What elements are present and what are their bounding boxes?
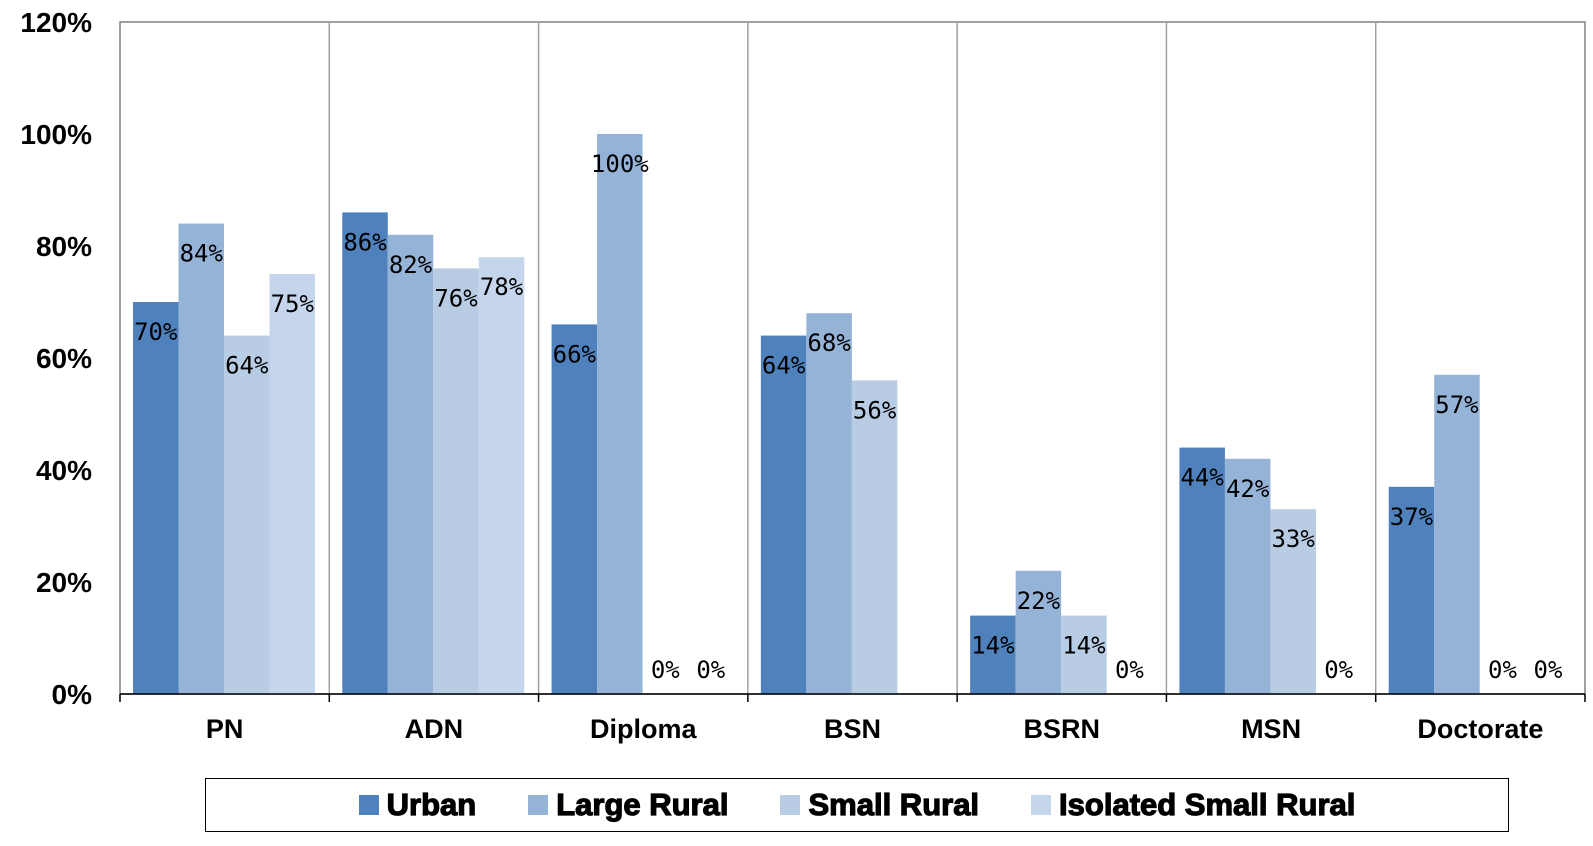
data-label: 0% (696, 656, 725, 684)
bar-adn-large-rural (387, 234, 434, 695)
bar-pn-isolated-small-rural (269, 274, 315, 694)
bar-adn-small-rural (433, 268, 479, 694)
bar-doctorate-urban (1388, 486, 1435, 694)
data-label: 70% (134, 318, 178, 346)
data-label: 0% (651, 656, 680, 684)
data-label: 0% (1488, 656, 1517, 684)
data-label: 56% (853, 396, 897, 424)
y-tick-label: 100% (20, 119, 92, 150)
bar-pn-small-rural (224, 335, 270, 694)
data-label: 82% (389, 251, 433, 279)
legend-swatch (358, 795, 379, 815)
bar-msn-urban (1179, 447, 1225, 694)
data-label: 0% (1115, 656, 1144, 684)
data-label: 14% (1062, 632, 1106, 660)
legend-label: Urban (386, 786, 477, 822)
bar-adn-urban (342, 212, 388, 694)
bar-bsn-urban (760, 335, 807, 694)
legend-swatch (1031, 795, 1052, 815)
bar-diploma-urban (551, 324, 598, 694)
data-label: 68% (807, 329, 851, 357)
bar-doctorate-large-rural (1434, 374, 1480, 694)
x-tick-label: ADN (405, 714, 464, 744)
x-tick-label: MSN (1241, 714, 1301, 744)
data-label: 100% (591, 150, 649, 178)
bar-adn-isolated-small-rural (478, 257, 525, 694)
y-tick-label: 120% (20, 7, 92, 38)
legend: Urban Large Rural Small Rural Isolated Smal… (205, 778, 1509, 832)
x-tick-label: PN (206, 714, 244, 744)
data-label: 75% (271, 290, 315, 318)
legend-item: Large Rural (528, 786, 729, 823)
data-label: 44% (1180, 464, 1224, 492)
bar-diploma-large-rural (597, 134, 643, 694)
data-label: 76% (434, 284, 478, 312)
data-label: 64% (225, 352, 269, 380)
legend-item: Isolated Small Rural (1031, 786, 1356, 823)
data-label: 14% (971, 632, 1015, 660)
legend-swatch (528, 795, 549, 815)
data-label: 84% (180, 240, 224, 268)
x-tick-label: BSN (824, 714, 881, 744)
y-tick-label: 80% (36, 231, 92, 262)
legend-swatch (780, 795, 801, 815)
y-tick-label: 60% (36, 343, 92, 374)
y-tick-label: 40% (36, 455, 92, 486)
data-label: 86% (343, 228, 387, 256)
x-tick-label: Diploma (590, 714, 697, 744)
data-label: 66% (553, 340, 597, 368)
data-label: 57% (1435, 391, 1479, 419)
bar-bsrn-small-rural (1061, 615, 1107, 694)
legend-item: Urban (358, 786, 477, 823)
data-label: 78% (480, 273, 524, 301)
data-label: 37% (1390, 503, 1434, 531)
legend-label: Isolated Small Rural (1058, 786, 1356, 822)
y-tick-label: 0% (52, 679, 93, 710)
bar-pn-large-rural (178, 223, 224, 694)
data-label: 0% (1534, 656, 1563, 684)
data-label: 64% (762, 352, 806, 380)
bar-bsrn-large-rural (1015, 570, 1062, 694)
bar-bsn-small-rural (851, 380, 898, 694)
y-tick-label: 20% (36, 567, 92, 598)
bar-bsn-large-rural (806, 313, 852, 694)
data-label: 33% (1271, 525, 1315, 553)
x-tick-label: BSRN (1024, 714, 1101, 744)
bar-pn-urban (133, 302, 179, 694)
bar-bsrn-urban (970, 615, 1016, 694)
data-label: 22% (1017, 587, 1061, 615)
data-label: 42% (1226, 475, 1270, 503)
legend-label: Large Rural (556, 786, 729, 822)
bar-msn-small-rural (1270, 509, 1316, 694)
data-label: 0% (1324, 656, 1353, 684)
legend-label: Small Rural (808, 786, 980, 822)
x-tick-label: Doctorate (1417, 714, 1543, 744)
legend-item: Small Rural (780, 786, 980, 823)
bar-msn-large-rural (1224, 458, 1271, 694)
